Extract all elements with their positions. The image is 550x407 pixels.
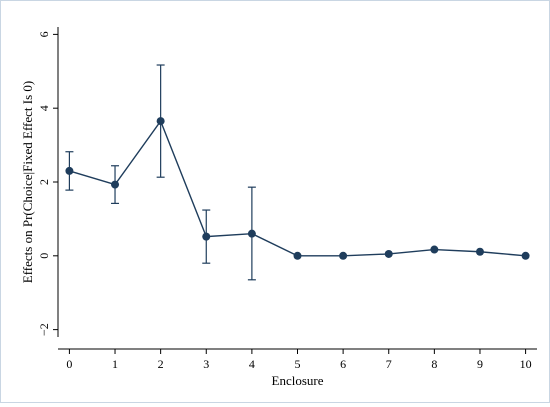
data-point: [384, 249, 393, 258]
y-ticks-group: −2 0 2 4 6: [37, 31, 58, 336]
data-point: [430, 245, 439, 254]
x-tick-label: 9: [477, 357, 483, 371]
x-tick-label: 2: [158, 357, 164, 371]
y-tick-label: −2: [37, 323, 51, 336]
data-point: [475, 247, 484, 256]
data-point: [156, 117, 165, 126]
y-tick-label: 6: [37, 31, 51, 37]
series-line: [69, 119, 526, 257]
x-tick-label: 8: [431, 357, 437, 371]
data-point: [521, 251, 530, 260]
y-tick-label: 4: [37, 105, 51, 111]
data-point: [65, 166, 74, 175]
y-axis-label: Effects on Pr(Choice|Fixed Effect Is 0): [20, 81, 35, 283]
y-tick-label: 0: [37, 253, 51, 259]
x-tick-label: 6: [340, 357, 346, 371]
x-tick-label: 1: [112, 357, 118, 371]
data-point: [339, 251, 348, 260]
x-tick-label: 10: [520, 357, 532, 371]
x-tick-label: 4: [249, 357, 255, 371]
y-tick-label: 2: [37, 179, 51, 185]
x-tick-label: 7: [386, 357, 392, 371]
x-tick-label: 5: [295, 357, 301, 371]
data-point: [111, 180, 120, 189]
error-bars-group: [65, 64, 256, 281]
data-point: [293, 251, 302, 260]
data-point: [202, 232, 211, 241]
x-tick-label: 3: [203, 357, 209, 371]
data-point: [247, 229, 256, 238]
x-ticks-group: 0 1 2 3 4 5 6 7 8 9 10: [66, 349, 532, 371]
points-group: [65, 117, 530, 260]
x-tick-label: 0: [66, 357, 72, 371]
x-axis-label: Enclosure: [272, 373, 324, 388]
